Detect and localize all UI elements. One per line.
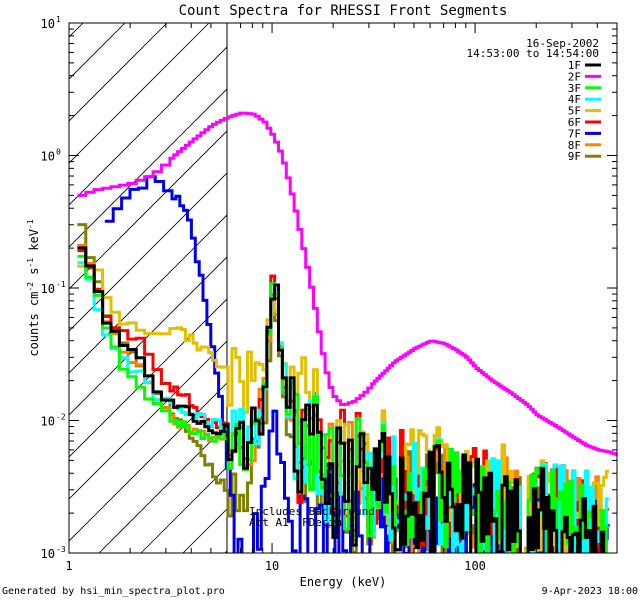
y-axis-label-exp3: -1 (26, 219, 35, 229)
y-tick-label-exponent: -2 (56, 413, 66, 422)
footer-timestamp: 9-Apr-2023 18:00 (542, 586, 638, 597)
legend-label-5f: 5F (568, 105, 581, 118)
series-lines (77, 111, 617, 553)
hatch-line (69, 23, 168, 122)
legend-label-4f: 4F (568, 93, 581, 106)
legend-label-1f: 1F (568, 59, 581, 72)
x-tick-label-1: 1 (65, 559, 72, 573)
series-line-1f (77, 246, 606, 553)
series-line-2f (77, 111, 617, 457)
hatch-line (69, 382, 227, 542)
legend-label-6f: 6F (568, 116, 581, 129)
x-axis-label: Energy (keV) (300, 575, 387, 589)
y-tick-label-exponent: 0 (56, 148, 61, 157)
y-axis-label-main: counts cm (27, 292, 41, 357)
y-tick-label: 10 (41, 547, 55, 561)
y-tick-label-exponent: -1 (56, 280, 66, 289)
hatch-line (0, 0, 29, 553)
hatch-line (69, 23, 84, 38)
time-range-label: 14:53:00 to 14:54:00 (467, 47, 599, 60)
y-axis-label-kev: keV (27, 229, 41, 258)
date-label: 16-Sep-2002 (526, 37, 599, 50)
y-tick-label: 10 (41, 17, 55, 31)
legend-label-3f: 3F (568, 82, 581, 95)
hatch-line (69, 340, 227, 500)
y-axis-label-exp2: -1 (26, 258, 35, 268)
hatch-line (69, 256, 227, 416)
hatch-line (98, 424, 227, 553)
hatch-line (69, 172, 227, 332)
y-axis-label-exp1: -2 (26, 282, 35, 292)
annotation-background: Includes Background (249, 505, 375, 518)
y-tick-label-exponent: 1 (56, 15, 61, 24)
legend-label-9f: 9F (568, 150, 581, 163)
y-tick-label: 10 (41, 415, 55, 429)
legend-label-2f: 2F (568, 70, 581, 83)
footer-generated-by: Generated by hsi_min_spectra_plot.pro (2, 586, 225, 597)
hatch-line (69, 23, 126, 80)
y-tick-label: 10 (41, 282, 55, 296)
hatch-line (69, 214, 227, 374)
y-tick-label-exponent: -3 (56, 545, 66, 554)
hatch-line (69, 23, 210, 164)
hatch-line (69, 46, 227, 206)
x-tick-label: 100 (464, 559, 486, 573)
y-axis-label-s: s (27, 268, 41, 282)
annotation-attenuator: Att A1, FDecim 1 (249, 516, 355, 529)
legend-label-7f: 7F (568, 127, 581, 140)
x-tick-label: 10 (265, 559, 279, 573)
y-tick-label: 10 (41, 150, 55, 164)
legend-label-8f: 8F (568, 139, 581, 152)
chart-title: Count Spectra for RHESSI Front Segments (179, 3, 508, 19)
y-axis-label: counts cm-2 s-1 keV-1 (26, 219, 41, 356)
